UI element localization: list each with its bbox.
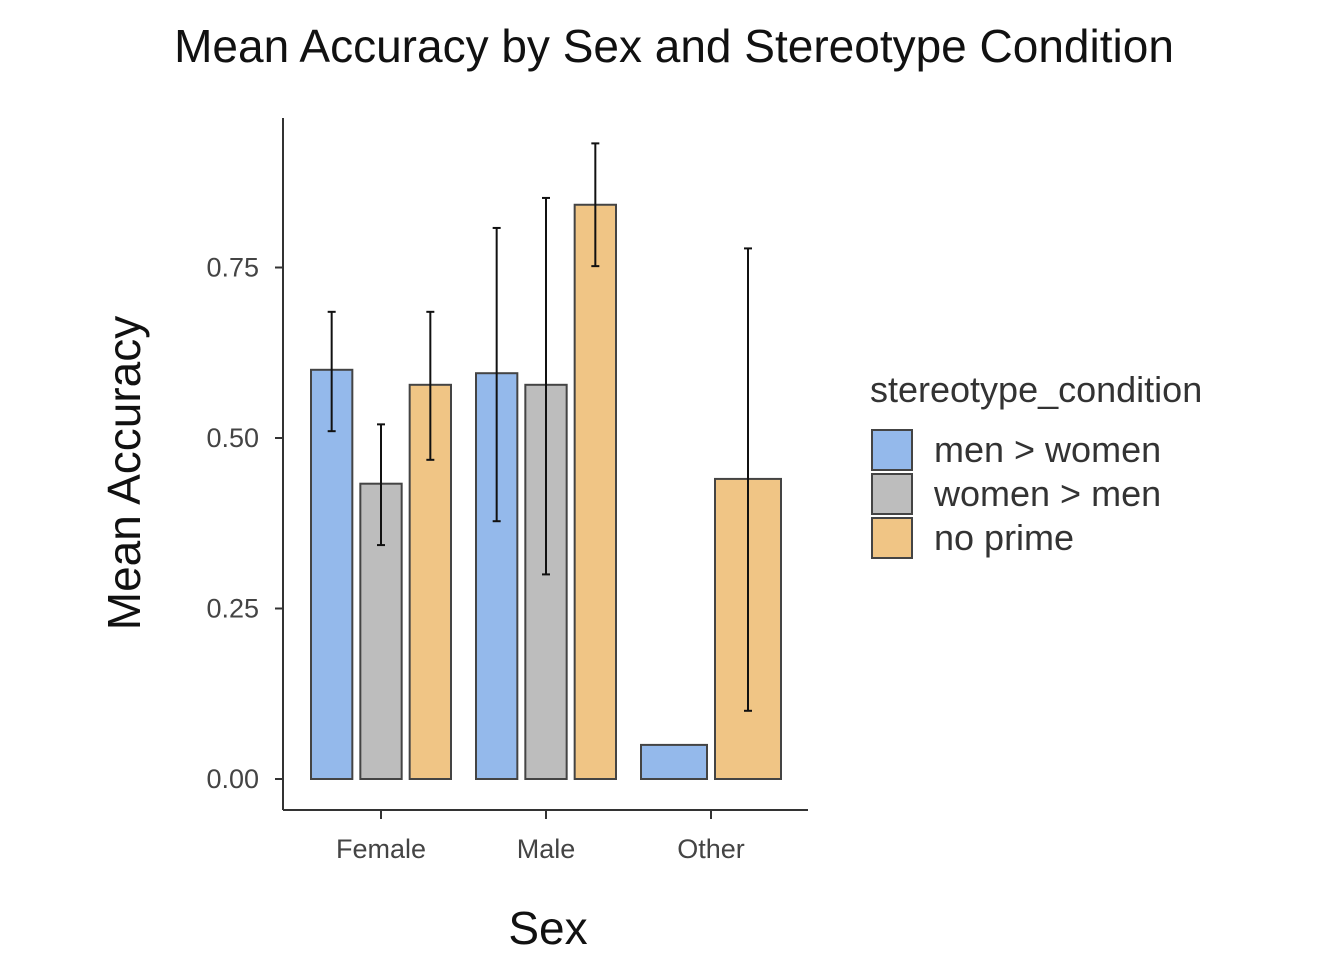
legend-swatch bbox=[871, 517, 913, 559]
y-tick-label: 0.75 bbox=[206, 253, 259, 283]
x-tick-label: Other bbox=[677, 834, 745, 864]
legend-swatch bbox=[871, 473, 913, 515]
chart-title: Mean Accuracy by Sex and Stereotype Cond… bbox=[174, 20, 1174, 72]
y-tick-label: 0.25 bbox=[206, 594, 259, 624]
x-tick-label: Male bbox=[517, 834, 576, 864]
plot-area: 0.00 0.25 0.50 0.75 Female Male Other bbox=[206, 118, 808, 864]
legend-label: no prime bbox=[934, 517, 1074, 558]
legend-title: stereotype_condition bbox=[870, 369, 1202, 410]
x-tick-label: Female bbox=[336, 834, 426, 864]
legend-label: women > men bbox=[933, 473, 1161, 514]
legend-label: men > women bbox=[934, 429, 1161, 470]
x-axis-title: Sex bbox=[508, 902, 587, 954]
legend-swatch bbox=[871, 429, 913, 471]
y-tick-label: 0.00 bbox=[206, 764, 259, 794]
y-tick-label: 0.50 bbox=[206, 423, 259, 453]
bar bbox=[640, 743, 708, 781]
bar bbox=[573, 203, 618, 781]
y-axis-title: Mean Accuracy bbox=[98, 316, 150, 630]
